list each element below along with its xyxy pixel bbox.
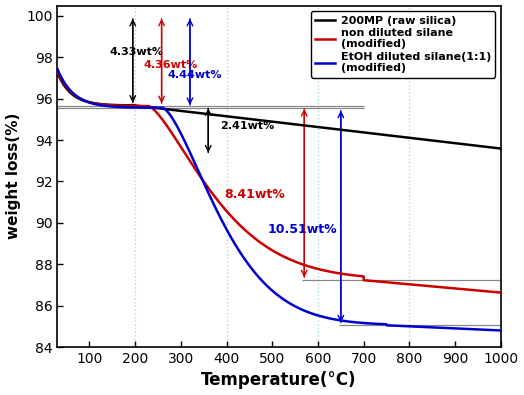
EtOH diluted silane(1:1)
(modified) (498, 328, 504, 333)
Line: non diluted silane
(modified): non diluted silane (modified) (57, 71, 501, 293)
EtOH diluted silane(1:1)
(modified) (131, 105, 137, 110)
Text: 8.41wt%: 8.41wt% (224, 188, 285, 201)
EtOH diluted silane(1:1)
(modified) (105, 104, 111, 109)
200MP (raw silica) (131, 103, 137, 108)
non diluted silane
(modified) (105, 103, 111, 107)
non diluted silane
(modified) (131, 103, 137, 108)
Text: 4.36wt%: 4.36wt% (143, 60, 198, 70)
EtOH diluted silane(1:1)
(modified) (489, 328, 495, 333)
Text: 4.33wt%: 4.33wt% (110, 47, 164, 57)
EtOH diluted silane(1:1)
(modified) (54, 66, 60, 71)
Text: 4.44wt%: 4.44wt% (167, 70, 222, 80)
200MP (raw silica) (244, 116, 250, 121)
non diluted silane
(modified) (441, 285, 447, 290)
EtOH diluted silane(1:1)
(modified) (224, 229, 231, 233)
Line: 200MP (raw silica): 200MP (raw silica) (57, 73, 501, 149)
200MP (raw silica) (489, 145, 495, 150)
200MP (raw silica) (498, 146, 504, 151)
Line: EtOH diluted silane(1:1)
(modified): EtOH diluted silane(1:1) (modified) (57, 69, 501, 331)
X-axis label: Temperature(°C): Temperature(°C) (201, 371, 357, 389)
200MP (raw silica) (54, 70, 60, 75)
200MP (raw silica) (224, 114, 231, 119)
Text: 10.51wt%: 10.51wt% (268, 223, 337, 236)
EtOH diluted silane(1:1)
(modified) (441, 325, 447, 330)
200MP (raw silica) (105, 102, 111, 107)
Legend: 200MP (raw silica), non diluted silane
(modified), EtOH diluted silane(1:1)
(mod: 200MP (raw silica), non diluted silane (… (311, 11, 495, 78)
EtOH diluted silane(1:1)
(modified) (244, 260, 250, 264)
non diluted silane
(modified) (244, 229, 250, 234)
Text: 2.41wt%: 2.41wt% (220, 121, 274, 131)
non diluted silane
(modified) (54, 68, 60, 73)
non diluted silane
(modified) (489, 290, 495, 294)
non diluted silane
(modified) (498, 290, 504, 295)
non diluted silane
(modified) (224, 210, 231, 214)
Y-axis label: weight loss(%): weight loss(%) (6, 113, 20, 239)
200MP (raw silica) (441, 139, 447, 144)
